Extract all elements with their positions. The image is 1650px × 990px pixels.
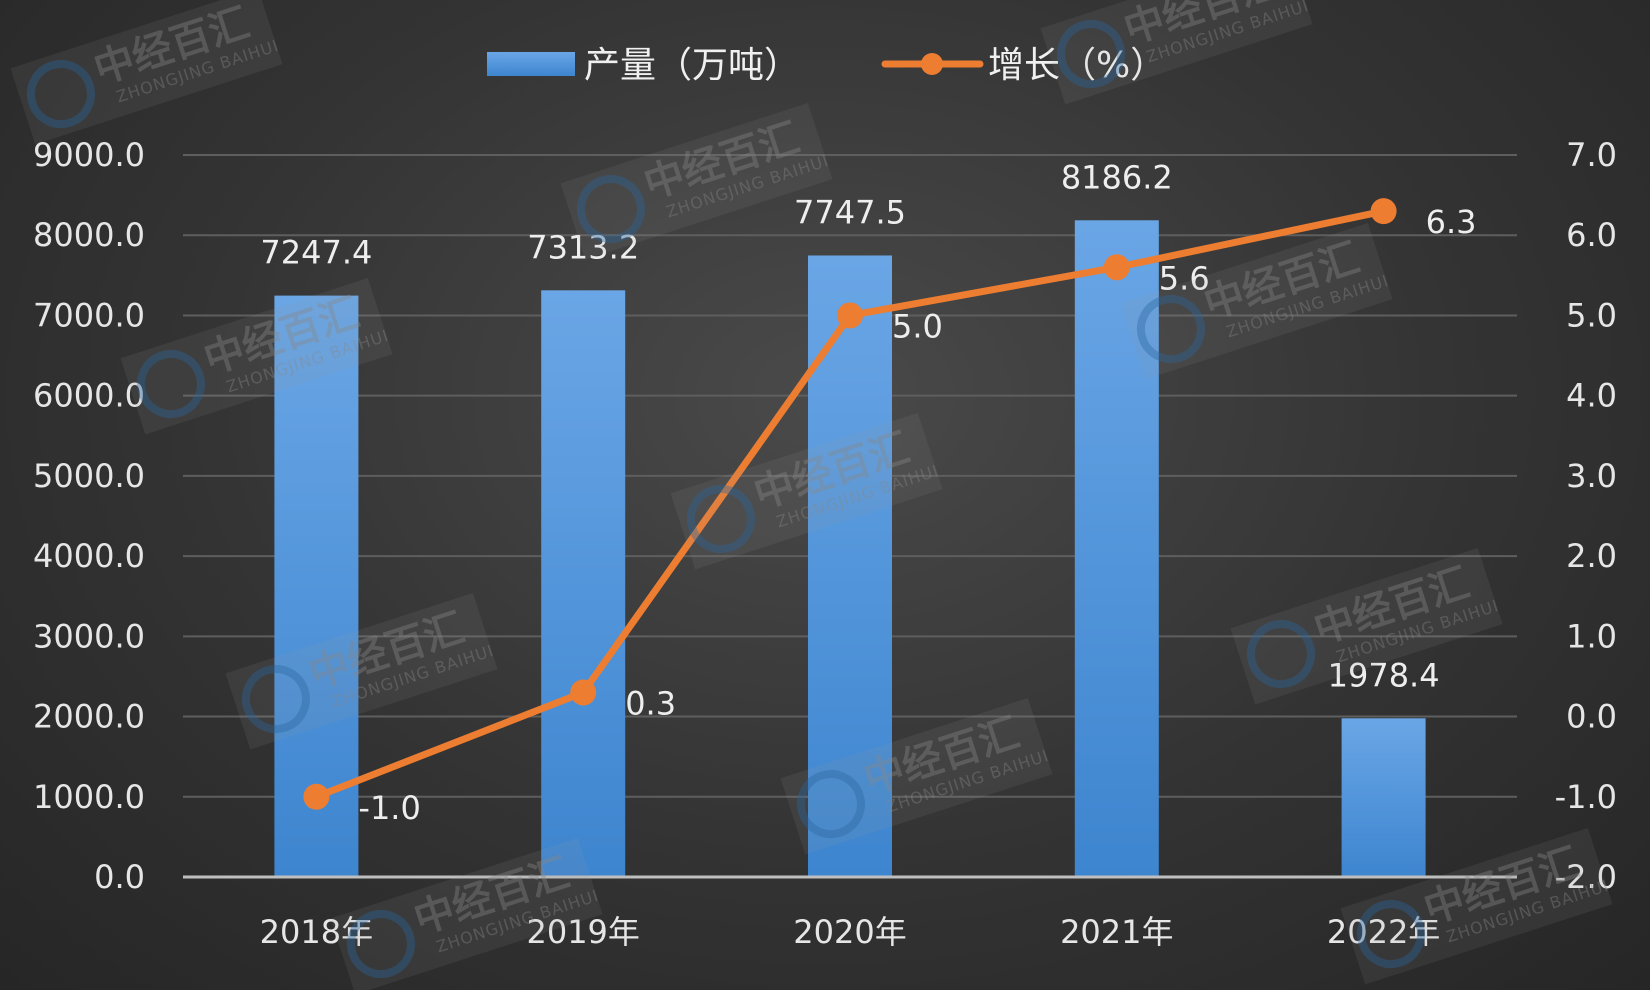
zhongjing-logo-icon (796, 770, 865, 839)
zhongjing-logo-icon (346, 910, 415, 979)
bar-data-label: 1978.4 (1328, 656, 1440, 694)
zhongjing-logo-icon (1356, 900, 1425, 969)
right-tick-label: 4.0 (1566, 377, 1617, 415)
line-data-label: -1.0 (358, 789, 420, 827)
right-tick-label: 3.0 (1566, 457, 1617, 495)
line-point (570, 679, 597, 706)
right-tick-label: -2.0 (1555, 858, 1617, 896)
zhongjing-logo-icon (1246, 620, 1315, 689)
watermark-band (1340, 827, 1613, 985)
zhongjing-logo-icon (1136, 295, 1205, 364)
right-tick-label: -1.0 (1555, 778, 1617, 816)
left-tick-label: 8000.0 (33, 216, 145, 254)
legend-swatch-marker (921, 53, 943, 75)
left-tick-label: 7000.0 (33, 296, 145, 334)
watermark-band (1040, 0, 1313, 105)
x-tick-label: 2022年 (1327, 913, 1440, 951)
bar (1074, 220, 1159, 877)
right-tick-label: 6.0 (1566, 216, 1617, 254)
line-data-label: 0.3 (625, 684, 676, 722)
watermark-band (10, 0, 283, 145)
legend: 产量（万吨） 增长（%） (487, 45, 1166, 86)
watermark-band (1230, 547, 1503, 705)
line-point (837, 302, 863, 329)
line-data-label: 5.0 (892, 307, 943, 345)
legend-swatch-bar (487, 52, 575, 76)
line-data-label: 5.6 (1159, 259, 1210, 297)
zhongjing-logo-icon (686, 485, 755, 554)
left-axis-ticks: 0.0 1000.0 2000.0 3000.0 4000.0 5000.0 6000.0 7… (33, 136, 145, 896)
zhongjing-logo-icon (576, 175, 645, 244)
watermark-band (780, 697, 1053, 855)
line-series (303, 198, 1397, 810)
legend-label-bar: 产量（万吨） (584, 45, 800, 86)
zhongjing-logo-icon (136, 350, 205, 419)
x-tick-label: 2020年 (793, 913, 906, 951)
right-tick-label: 0.0 (1566, 698, 1617, 736)
x-axis-ticks: 2018年 2019年 2020年 2021年 2022年 (260, 913, 1441, 951)
right-tick-label: 2.0 (1566, 537, 1617, 575)
left-tick-label: 9000.0 (33, 136, 145, 174)
left-tick-label: 5000.0 (33, 457, 145, 495)
bar (541, 290, 626, 877)
left-tick-label: 0.0 (94, 858, 145, 896)
left-tick-label: 4000.0 (33, 537, 145, 575)
left-tick-label: 2000.0 (33, 698, 145, 736)
left-tick-label: 6000.0 (33, 377, 145, 415)
line-data-labels: -1.0 0.3 5.0 5.6 6.3 (358, 203, 1476, 827)
right-tick-label: 5.0 (1566, 296, 1617, 334)
zhongjing-logo-icon (26, 60, 95, 129)
bar (1341, 718, 1426, 877)
bar-data-label: 7747.5 (794, 193, 906, 231)
watermark-band (225, 592, 498, 750)
right-axis-ticks: -2.0 -1.0 0.0 1.0 2.0 3.0 4.0 5.0 6.0 7.0 (1555, 136, 1617, 896)
watermark-band (560, 102, 833, 260)
left-tick-label: 1000.0 (33, 778, 145, 816)
legend-label-line: 增长（%） (988, 45, 1166, 86)
watermark-band (1120, 222, 1393, 380)
x-tick-label: 2018年 (260, 913, 373, 951)
right-tick-label: 1.0 (1566, 617, 1617, 655)
watermark-band (670, 412, 943, 570)
x-tick-label: 2021年 (1060, 913, 1173, 951)
line-point (1103, 254, 1130, 281)
bar (274, 295, 359, 877)
bar-data-label: 7247.4 (260, 234, 372, 272)
zhongjing-logo-icon (1056, 20, 1125, 89)
left-tick-label: 3000.0 (33, 617, 145, 655)
bar-data-label: 7313.2 (527, 228, 639, 266)
x-tick-label: 2019年 (526, 913, 639, 951)
right-tick-label: 7.0 (1566, 136, 1617, 174)
line-point (1370, 198, 1397, 225)
zhongjing-logo-icon (241, 665, 310, 734)
watermark-band (120, 277, 393, 435)
watermark-band (330, 837, 603, 990)
line-point (303, 783, 330, 810)
line-data-label: 6.3 (1426, 203, 1477, 241)
bar-data-label: 8186.2 (1061, 158, 1173, 196)
bar-series (274, 220, 1426, 877)
bar-data-labels: 7247.4 7313.2 7747.5 8186.2 1978.4 (260, 158, 1439, 694)
